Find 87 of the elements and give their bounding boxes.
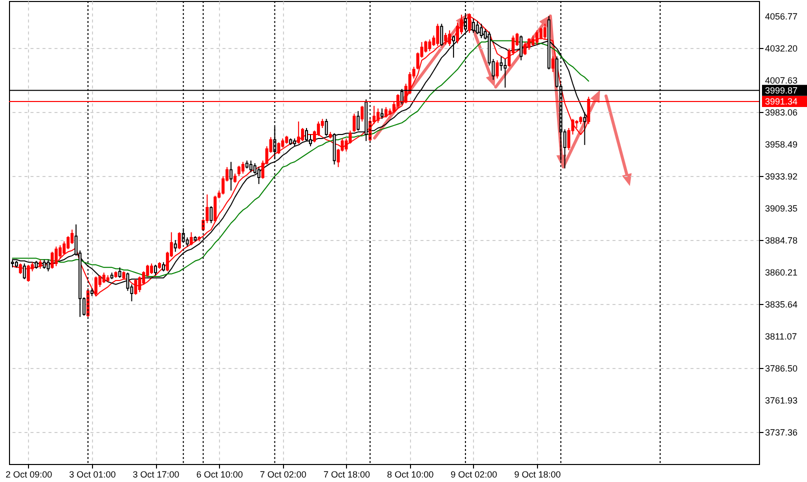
x-tick-label: 9 Oct 18:00	[514, 470, 561, 480]
candlestick	[384, 106, 388, 118]
x-tick-label: 7 Oct 18:00	[323, 470, 370, 480]
y-tick-label: 4056.77	[765, 11, 798, 22]
candlestick	[162, 262, 165, 272]
candlestick	[551, 56, 554, 72]
candlestick	[452, 35, 456, 58]
candlestick	[352, 113, 356, 132]
candlestick	[532, 35, 535, 46]
y-tick-label: 3835.64	[765, 299, 798, 310]
y-tick-label: 3761.93	[765, 395, 798, 406]
candlestick	[528, 38, 531, 50]
y-tick-label: 3860.21	[765, 267, 798, 278]
candlestick	[214, 195, 217, 222]
candlestick	[118, 266, 122, 278]
candlestick	[230, 161, 233, 192]
candlestick	[448, 30, 452, 46]
candlestick	[54, 246, 58, 267]
candlestick	[66, 236, 70, 250]
candlestick	[356, 110, 360, 132]
x-tick-label: 8 Oct 10:00	[387, 470, 434, 480]
candlestick	[504, 58, 507, 88]
y-tick-label: 3909.35	[765, 203, 798, 214]
candlestick	[154, 264, 158, 276]
candlestick	[46, 259, 50, 272]
candlestick	[277, 142, 280, 155]
candlestick	[305, 128, 308, 142]
candlestick	[233, 173, 236, 184]
candlestick	[186, 236, 189, 248]
y-tick-label: 4032.20	[765, 43, 798, 54]
ref-line-label: 3999.87	[765, 85, 798, 96]
candlestick	[241, 161, 244, 174]
y-tick-label: 3811.07	[765, 331, 797, 342]
candlestick	[301, 128, 304, 142]
candlestick	[539, 27, 542, 40]
candlestick	[18, 263, 22, 274]
candlestick	[520, 35, 523, 61]
candlestick	[444, 32, 448, 46]
candlestick	[178, 232, 181, 250]
candlestick	[428, 38, 432, 52]
candlestick	[210, 206, 213, 224]
y-tick-label: 3933.92	[765, 171, 798, 182]
y-tick-label: 3983.06	[765, 107, 798, 118]
candlestick	[42, 259, 46, 270]
candlestick	[324, 118, 328, 136]
candlestick	[70, 229, 74, 244]
ref-line-label: 3991.34	[765, 96, 798, 107]
candlestick	[436, 23, 440, 46]
candlestick	[360, 105, 364, 122]
candlestick	[62, 240, 66, 255]
candlestick	[456, 22, 460, 44]
candlestick	[583, 112, 586, 146]
x-tick-label: 3 Oct 01:00	[69, 470, 116, 480]
candlestick	[102, 272, 106, 284]
candlestick	[257, 166, 260, 185]
candlestick	[22, 263, 26, 280]
y-tick-label: 3737.36	[765, 427, 798, 438]
candlestick	[253, 162, 256, 174]
x-tick-label: 7 Oct 02:00	[260, 470, 306, 480]
candlestick	[38, 259, 42, 270]
candlestick	[237, 165, 240, 177]
x-tick-label: 6 Oct 10:00	[196, 470, 243, 480]
y-tick-label: 3884.78	[765, 235, 798, 246]
x-tick-label: 3 Oct 17:00	[132, 470, 180, 480]
candlestick	[249, 160, 252, 173]
candlestick	[297, 121, 300, 144]
y-tick-label: 3958.49	[765, 139, 798, 150]
candlestick	[524, 42, 527, 56]
candlestick	[308, 134, 312, 147]
candlestick	[500, 56, 503, 72]
candlestick	[496, 60, 499, 80]
candlestick	[50, 251, 54, 270]
candlestick	[26, 264, 30, 282]
candlestick	[440, 23, 444, 46]
candlestick	[424, 40, 428, 53]
y-tick-label: 3786.50	[765, 363, 798, 374]
candlestick	[138, 276, 142, 293]
candlestick	[380, 108, 384, 120]
candlestick	[535, 30, 538, 46]
candlestick	[150, 263, 154, 274]
y-tick-label: 4007.63	[765, 75, 798, 86]
candlestick	[376, 108, 380, 124]
x-tick-label: 2 Oct 09:00	[6, 470, 52, 480]
candlestick	[543, 23, 546, 40]
x-tick-label: 9 Oct 02:00	[450, 470, 498, 480]
candlestick	[190, 232, 193, 246]
candlestick	[174, 240, 177, 252]
